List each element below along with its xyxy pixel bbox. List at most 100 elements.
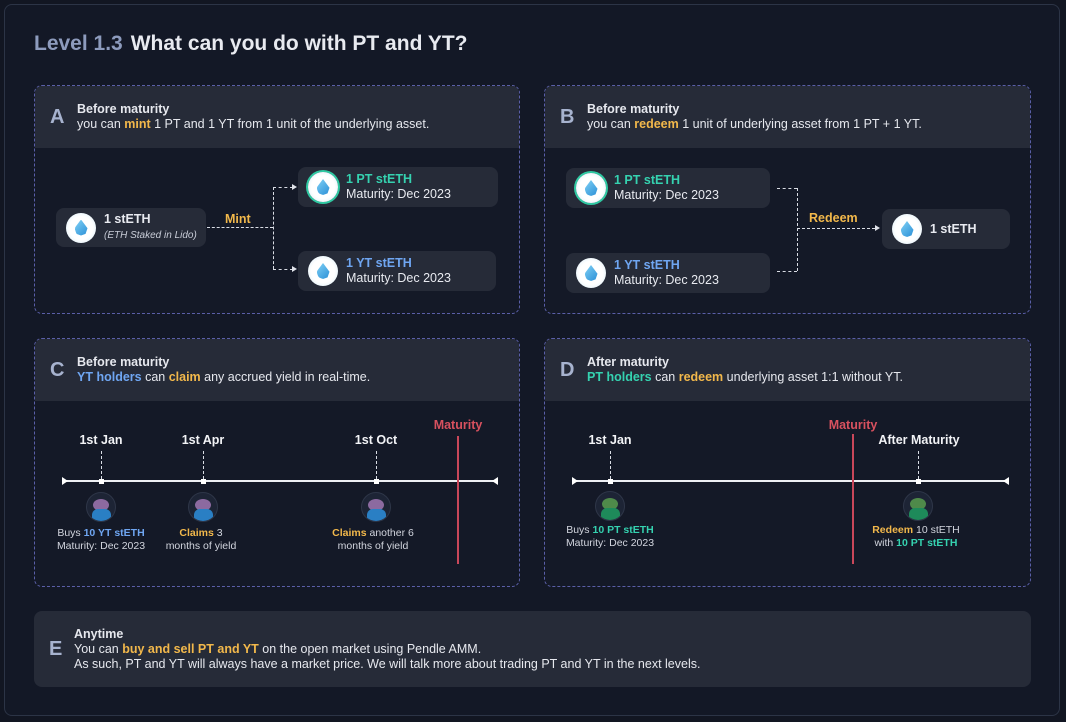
token-sub: (ETH Staked in Lido) <box>104 230 197 241</box>
maturity-line <box>852 434 854 564</box>
tick <box>376 451 377 479</box>
panel-description: Before maturity YT holders can claim any … <box>77 355 370 385</box>
yt-holders-highlight: YT holders <box>77 370 142 384</box>
steth-source-pill: 1 stETH (ETH Staked in Lido) <box>56 208 206 247</box>
panel-heading: Before maturity <box>77 102 170 116</box>
mint-label: Mint <box>225 212 251 226</box>
timeline-date: 1st Apr <box>181 433 225 447</box>
redeem-highlight: redeem <box>634 117 679 131</box>
claims-highlight: Claims <box>179 527 214 539</box>
pt-amount: 10 PT stETH <box>592 524 654 536</box>
yt-amount: 10 YT stETH <box>83 527 145 539</box>
event-caption: Claims 3 months of yield <box>166 527 237 553</box>
token-name: 1 PT stETH <box>614 173 680 187</box>
timeline-date: After Maturity <box>878 433 960 447</box>
token-name: 1 YT stETH <box>614 258 680 272</box>
panel-description: After maturity PT holders can redeem unde… <box>587 355 903 385</box>
avatar <box>86 492 116 522</box>
panel-e: E Anytime You can buy and sell PT and YT … <box>34 611 1031 687</box>
tick <box>203 451 204 479</box>
token-maturity: Maturity: Dec 2023 <box>614 273 719 287</box>
panel-letter: C <box>50 359 65 381</box>
maturity-line <box>457 436 459 564</box>
connector <box>207 227 273 228</box>
panel-d: D After maturity PT holders can redeem un… <box>544 338 1031 587</box>
pt-steth-icon <box>308 172 338 202</box>
text: As such, PT and YT will always have a ma… <box>74 657 701 671</box>
timeline-point <box>374 479 379 484</box>
panel-description: Before maturity you can mint 1 PT and 1 Y… <box>77 102 429 132</box>
pt-steth-pill: 1 PT stETH Maturity: Dec 2023 <box>566 168 770 208</box>
claim-highlight: claim <box>168 370 201 384</box>
text: 1 unit of underlying asset from 1 PT + 1… <box>678 117 922 131</box>
token-name: 1 stETH <box>930 221 977 236</box>
claims-highlight: Claims <box>332 527 367 539</box>
yt-steth-icon <box>308 256 338 286</box>
text: Maturity: Dec 2023 <box>56 540 146 552</box>
tick <box>918 451 919 479</box>
connector <box>273 187 274 269</box>
maturity-label: Maturity <box>828 418 878 432</box>
panel-c: C Before maturity YT holders can claim an… <box>34 338 520 587</box>
text: can <box>651 370 679 384</box>
pt-amount: 10 PT stETH <box>896 537 958 549</box>
text: Buys <box>57 527 84 539</box>
steth-icon <box>892 214 922 244</box>
buy-sell-highlight: buy and sell PT and YT <box>122 642 259 656</box>
text: months of yield <box>337 540 409 552</box>
timeline-date: 1st Oct <box>354 433 398 447</box>
panel-description: Before maturity you can redeem 1 unit of … <box>587 102 922 132</box>
yt-steth-icon <box>576 258 606 288</box>
yt-steth-pill: 1 YT stETH Maturity: Dec 2023 <box>566 253 770 293</box>
timeline-start-marker <box>572 477 578 485</box>
timeline-axis <box>574 480 1006 482</box>
steth-result-pill: 1 stETH <box>882 209 1010 249</box>
event-caption: Buys 10 PT stETH Maturity: Dec 2023 <box>566 524 654 550</box>
panel-description: Anytime You can buy and sell PT and YT on… <box>74 627 700 672</box>
timeline-end-marker <box>492 477 498 485</box>
text: months of yield <box>165 540 237 552</box>
timeline-end-marker <box>1003 477 1009 485</box>
pt-holders-highlight: PT holders <box>587 370 652 384</box>
panel-heading: After maturity <box>587 355 669 369</box>
timeline-date: 1st Jan <box>79 433 123 447</box>
connector <box>797 228 875 229</box>
text: Maturity: Dec 2023 <box>565 537 655 549</box>
event-caption: Redeem 10 stETH with 10 PT stETH <box>872 524 960 550</box>
tick <box>610 451 611 479</box>
event-caption: Buys 10 YT stETH Maturity: Dec 2023 <box>57 527 145 553</box>
panel-b-header: B Before maturity you can redeem 1 unit o… <box>545 86 1030 148</box>
text: any accrued yield in real-time. <box>200 370 371 384</box>
panel-heading: Anytime <box>74 627 124 641</box>
token-name: 1 stETH <box>104 212 151 226</box>
steth-icon <box>66 212 96 243</box>
text: 3 <box>213 527 223 539</box>
tick <box>101 451 102 479</box>
connector <box>777 188 797 189</box>
arrow-icon <box>292 266 297 272</box>
panel-letter: B <box>560 106 575 128</box>
timeline-point <box>916 479 921 484</box>
token-maturity: Maturity: Dec 2023 <box>614 188 719 202</box>
avatar <box>903 491 933 521</box>
timeline-start-marker <box>62 477 68 485</box>
avatar <box>595 491 625 521</box>
redeem-label: Redeem <box>809 211 858 225</box>
text: you can <box>587 117 635 131</box>
redeem-highlight: redeem <box>678 370 724 384</box>
timeline-axis <box>64 480 496 482</box>
level-label: Level 1.3 <box>34 32 123 55</box>
pt-steth-pill: 1 PT stETH Maturity: Dec 2023 <box>298 167 498 207</box>
text: with <box>874 537 897 549</box>
panel-heading: Before maturity <box>77 355 170 369</box>
panel-letter: A <box>50 106 65 128</box>
token-maturity: Maturity: Dec 2023 <box>346 187 451 201</box>
timeline-point <box>201 479 206 484</box>
maturity-label: Maturity <box>433 418 483 432</box>
text: you can <box>77 117 125 131</box>
pt-steth-icon <box>576 173 606 203</box>
timeline-point <box>608 479 613 484</box>
text: 1 PT and 1 YT from 1 unit of the underly… <box>150 117 430 131</box>
text: another 6 <box>366 527 414 539</box>
text: can <box>141 370 169 384</box>
